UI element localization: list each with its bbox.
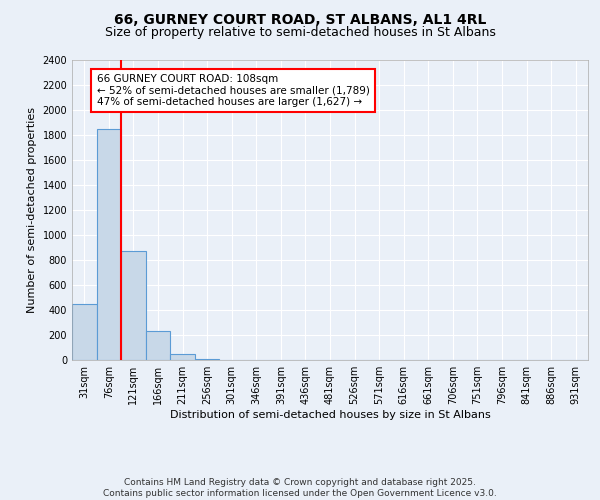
Bar bbox=[170, 354, 195, 360]
X-axis label: Distribution of semi-detached houses by size in St Albans: Distribution of semi-detached houses by … bbox=[170, 410, 490, 420]
Bar bbox=[72, 304, 97, 360]
Text: Size of property relative to semi-detached houses in St Albans: Size of property relative to semi-detach… bbox=[104, 26, 496, 39]
Text: 66 GURNEY COURT ROAD: 108sqm
← 52% of semi-detached houses are smaller (1,789)
4: 66 GURNEY COURT ROAD: 108sqm ← 52% of se… bbox=[97, 74, 370, 107]
Text: 66, GURNEY COURT ROAD, ST ALBANS, AL1 4RL: 66, GURNEY COURT ROAD, ST ALBANS, AL1 4R… bbox=[114, 12, 486, 26]
Bar bbox=[195, 359, 220, 360]
Bar bbox=[121, 251, 146, 360]
Bar bbox=[146, 330, 170, 360]
Bar bbox=[97, 130, 121, 360]
Y-axis label: Number of semi-detached properties: Number of semi-detached properties bbox=[27, 107, 37, 313]
Text: Contains HM Land Registry data © Crown copyright and database right 2025.
Contai: Contains HM Land Registry data © Crown c… bbox=[103, 478, 497, 498]
